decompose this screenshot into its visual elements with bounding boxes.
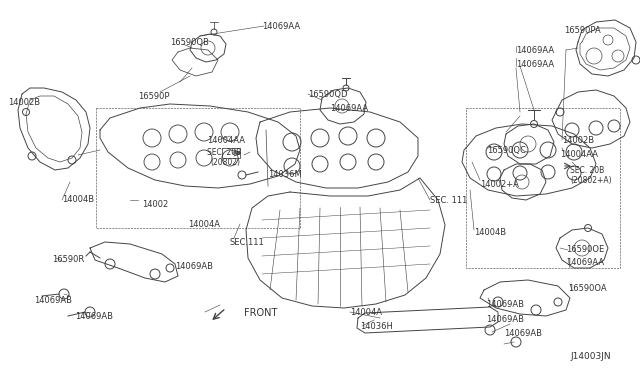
Text: 14002+A: 14002+A xyxy=(480,180,519,189)
Text: (20802+A): (20802+A) xyxy=(570,176,612,185)
Text: 14004AA: 14004AA xyxy=(207,136,245,145)
Text: 14004B: 14004B xyxy=(474,228,506,237)
Text: 14069AB: 14069AB xyxy=(504,329,542,338)
Text: SEC. 20B: SEC. 20B xyxy=(570,166,604,175)
Text: SEC. 111: SEC. 111 xyxy=(430,196,467,205)
Text: 14069AB: 14069AB xyxy=(34,296,72,305)
Text: 14069AB: 14069AB xyxy=(175,262,213,271)
Text: 16590QC: 16590QC xyxy=(487,146,526,155)
Text: 14036M: 14036M xyxy=(268,170,301,179)
Text: 14069AA: 14069AA xyxy=(566,258,604,267)
Text: 14004A: 14004A xyxy=(188,220,220,229)
Text: 16590PA: 16590PA xyxy=(564,26,601,35)
Text: 16590QB: 16590QB xyxy=(170,38,209,47)
Text: 14069AB: 14069AB xyxy=(75,312,113,321)
Text: 14069AA: 14069AA xyxy=(516,46,554,55)
Text: 14069AA: 14069AA xyxy=(262,22,300,31)
Text: 16590QD: 16590QD xyxy=(308,90,348,99)
Text: 16590OA: 16590OA xyxy=(568,284,607,293)
Text: FRONT: FRONT xyxy=(244,308,277,318)
Text: 14004B: 14004B xyxy=(62,195,94,204)
Text: 14069AB: 14069AB xyxy=(486,300,524,309)
Text: 14004AA: 14004AA xyxy=(560,150,598,159)
Text: 14002: 14002 xyxy=(142,200,168,209)
Text: 14069AA: 14069AA xyxy=(516,60,554,69)
Text: 16590R: 16590R xyxy=(52,255,84,264)
Text: 14069AA: 14069AA xyxy=(330,104,368,113)
Text: (20802): (20802) xyxy=(210,158,240,167)
Text: 14002B: 14002B xyxy=(8,98,40,107)
Text: 14004A: 14004A xyxy=(350,308,382,317)
Text: 16590OE: 16590OE xyxy=(566,245,604,254)
Text: 14002B: 14002B xyxy=(562,136,594,145)
Text: 14036H: 14036H xyxy=(360,322,393,331)
Text: SEC.111: SEC.111 xyxy=(230,238,265,247)
Text: 14069AB: 14069AB xyxy=(486,315,524,324)
Text: J14003JN: J14003JN xyxy=(570,352,611,361)
Text: 16590P: 16590P xyxy=(138,92,170,101)
Text: SEC. 20B: SEC. 20B xyxy=(207,148,241,157)
